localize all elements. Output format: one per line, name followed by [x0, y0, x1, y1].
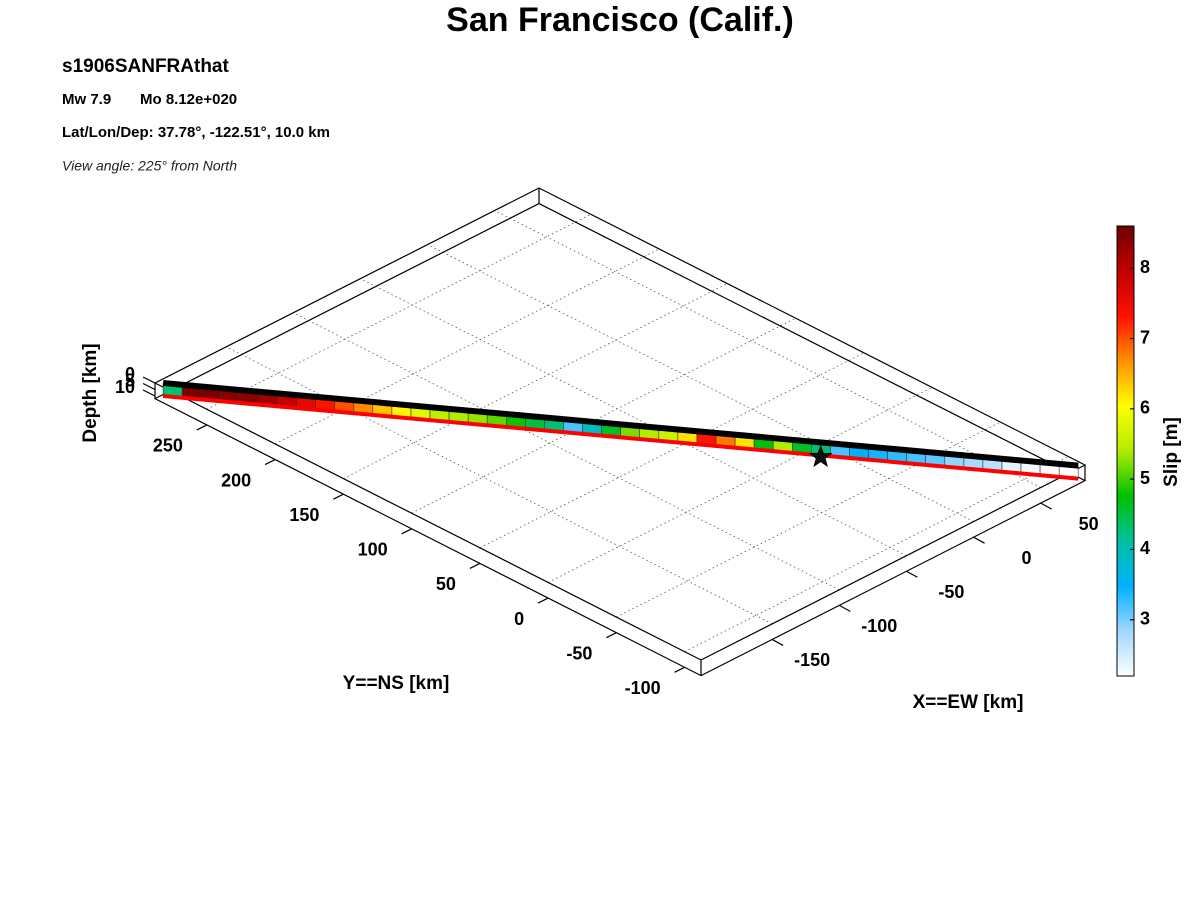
colorbar-tick-label: 4 [1140, 538, 1150, 558]
z-tick-label: 5 [125, 370, 135, 390]
y-tick-label: 100 [358, 540, 388, 560]
x-tick-label: -50 [938, 582, 964, 602]
y-tick [264, 459, 276, 466]
magnitude: Mw 7.9 [62, 91, 111, 108]
x-tick-label: -150 [794, 650, 830, 670]
y-tick-label: -50 [566, 643, 592, 663]
chart-title: San Francisco (Calif.) [446, 1, 794, 39]
colorbar [1116, 225, 1135, 677]
y-tick-label: 250 [153, 436, 183, 456]
y-axis-label: Y==NS [km] [343, 673, 450, 694]
x-axis-label: X==EW [km] [913, 692, 1024, 713]
event-id: s1906SANFRAthat [62, 56, 229, 77]
x-tick-label: 50 [1079, 514, 1099, 534]
location: Lat/Lon/Dep: 37.78°, -122.51°, 10.0 km [62, 124, 330, 141]
x-tick [1040, 502, 1052, 510]
view-angle: View angle: 225° from North [62, 158, 237, 174]
grid-line [225, 346, 773, 625]
y-tick-label: 200 [221, 470, 251, 490]
z-tick [142, 389, 156, 397]
colorbar-label: Slip [m] [1161, 417, 1182, 487]
x-tick [973, 536, 985, 544]
moment: Mo 8.12e+020 [140, 91, 237, 108]
z-axis-label: Depth [km] [80, 343, 101, 442]
fault-bottom [162, 394, 1079, 481]
hypocenter [808, 444, 833, 468]
y-tick [196, 424, 208, 431]
y-tick [537, 597, 549, 604]
grid-line [360, 278, 907, 557]
y-tick-label: 0 [514, 609, 524, 629]
x-tick-label: -100 [861, 616, 897, 636]
y-tick-label: -100 [625, 678, 661, 698]
y-tick-label: 150 [289, 505, 319, 525]
z-tick [142, 382, 156, 391]
x-tick-label: 0 [1022, 548, 1032, 568]
y-tick [606, 632, 617, 639]
z-tick-label: 10 [115, 377, 135, 397]
colorbar-tick-label: 8 [1140, 257, 1150, 277]
fault-top [162, 380, 1079, 469]
z-tick-label: 0 [125, 364, 135, 384]
x-tick [839, 604, 851, 612]
colorbar-tick-label: 3 [1140, 609, 1150, 629]
colorbar-tick-label: 6 [1140, 398, 1150, 418]
colorbar-tick-label: 7 [1140, 327, 1150, 347]
grid-line [494, 210, 1041, 488]
y-tick [674, 666, 685, 673]
z-tick [142, 376, 156, 384]
y-tick [333, 493, 344, 500]
y-tick [469, 562, 481, 569]
y-tick [401, 528, 412, 535]
grid-line [293, 312, 840, 591]
grid-line [427, 244, 974, 522]
x-tick [771, 638, 784, 646]
x-tick [906, 570, 918, 578]
y-tick-label: 50 [436, 574, 456, 594]
colorbar-tick-label: 5 [1140, 468, 1150, 488]
